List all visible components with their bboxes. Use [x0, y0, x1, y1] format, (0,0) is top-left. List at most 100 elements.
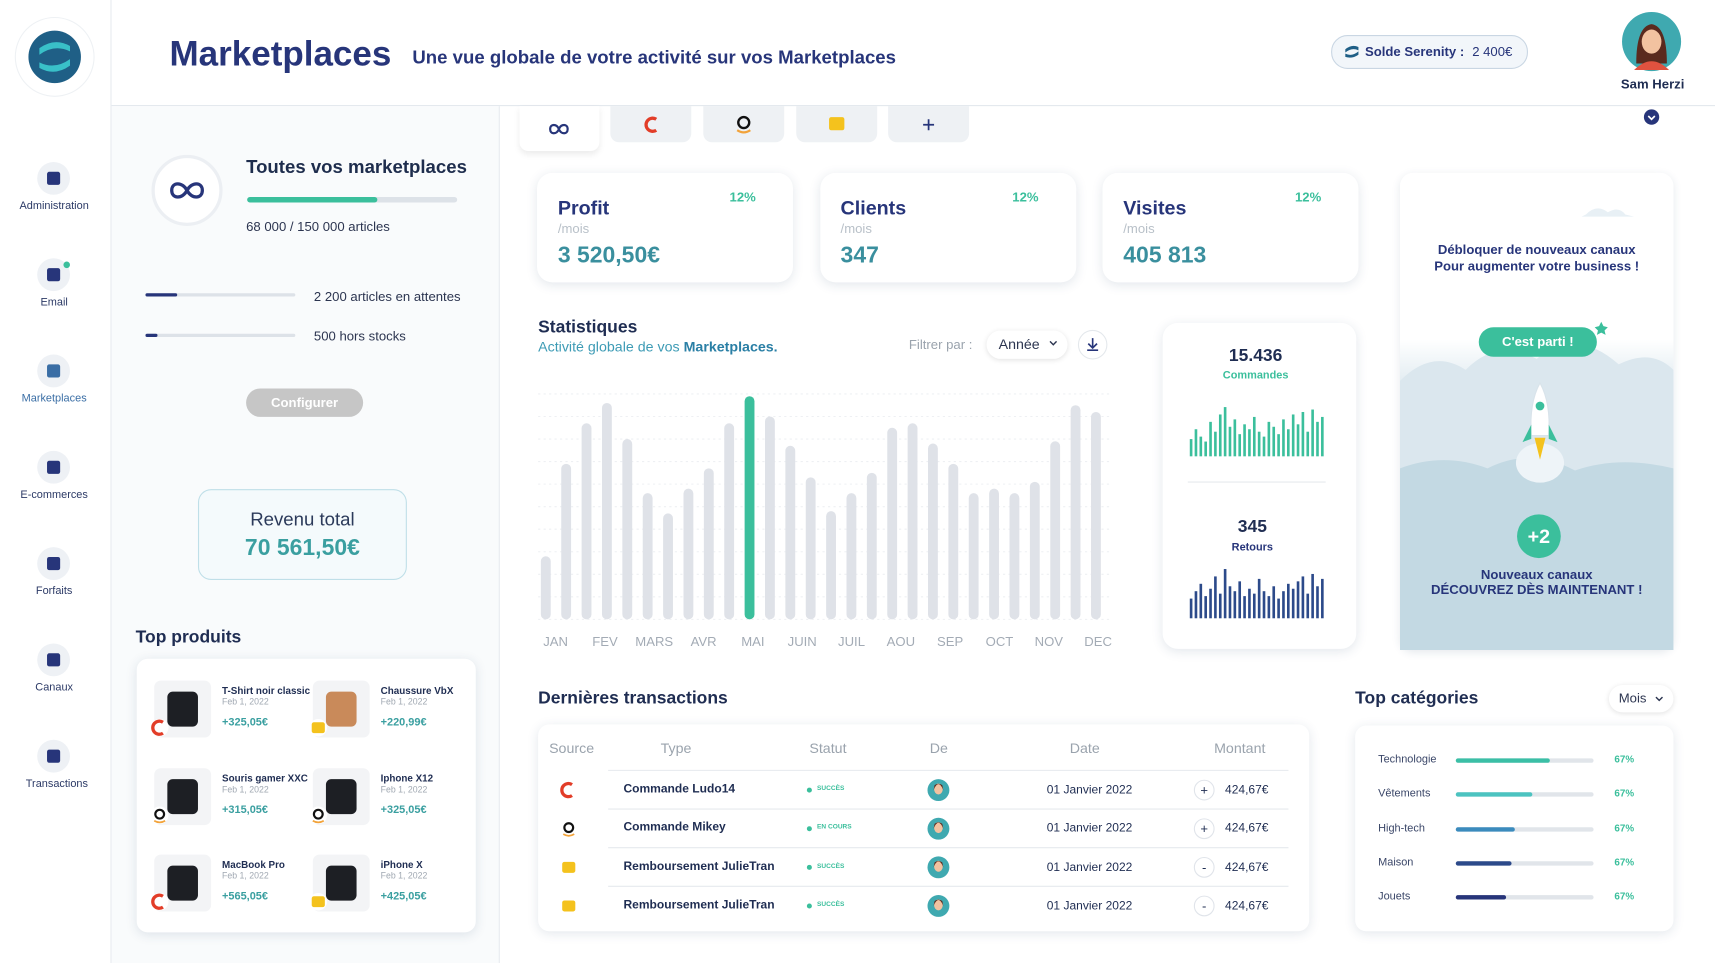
product-name: MacBook Pro: [222, 859, 285, 870]
bar: [948, 463, 959, 620]
user-menu-toggle[interactable]: [1643, 108, 1661, 126]
nav-item[interactable]: Forfaits: [35, 585, 73, 598]
transaction-date: 01 Janvier 2022: [1046, 783, 1133, 797]
nav-item[interactable]: Email: [40, 296, 68, 309]
category-name: Maison: [1378, 856, 1414, 869]
kpi-unit: /mois: [1123, 221, 1155, 237]
revenue-box: [197, 489, 407, 580]
bar: [764, 416, 775, 620]
x-tick-label: FEV: [592, 634, 618, 649]
progress-fill: [145, 293, 178, 297]
categories-filter-value: Mois: [1618, 690, 1647, 706]
tab-icons: [549, 115, 935, 135]
transaction-amount: 424,67€: [1225, 860, 1269, 874]
x-tick-label: DEC: [1084, 634, 1112, 649]
transaction-sign: +: [1200, 782, 1209, 798]
balance-pill[interactable]: [1331, 35, 1528, 69]
bar: [744, 396, 755, 620]
nav-item[interactable]: Marketplaces: [21, 392, 87, 405]
bar: [1070, 405, 1081, 620]
x-tick-label: JUIN: [788, 634, 817, 649]
x-tick-label: JUIL: [838, 634, 865, 649]
product-date: Feb 1, 2022: [380, 697, 428, 707]
returns-total: 345: [1237, 517, 1267, 537]
bar: [1091, 411, 1101, 620]
user-avatar[interactable]: [1621, 11, 1682, 72]
promo-line2: Pour augmenter votre business !: [1434, 258, 1640, 274]
product-date: Feb 1, 2022: [380, 784, 428, 795]
nav-item[interactable]: Canaux: [35, 681, 73, 694]
filter-value: Année: [998, 335, 1040, 353]
sidebar: [0, 0, 112, 963]
category-fill: [1455, 792, 1533, 797]
x-tick-label: NOV: [1035, 634, 1064, 649]
x-tick-label: AVR: [691, 634, 717, 649]
nav-item[interactable]: Transactions: [25, 778, 88, 791]
product-name: iPhone X: [380, 859, 423, 870]
column-header: Montant: [1214, 739, 1266, 757]
transaction-sign: +: [1200, 821, 1209, 837]
category-value: 67%: [1614, 890, 1635, 902]
kpi-change: 12%: [1295, 189, 1322, 205]
balance-label: Solde Serenity :: [1365, 43, 1465, 60]
chevron: [1655, 696, 1664, 702]
articles-count: 68 000 / 150 000 articles: [246, 218, 390, 235]
category-value: 67%: [1614, 788, 1635, 800]
category-name: Jouets: [1378, 890, 1411, 904]
category-fill: [1455, 826, 1515, 832]
kpi-unit: /mois: [840, 221, 872, 237]
balance-icon: [1345, 45, 1359, 58]
category-fill: [1455, 895, 1507, 900]
bar: [1029, 481, 1040, 620]
tab-cdiscount[interactable]: [610, 106, 692, 143]
progress-fill: [247, 196, 378, 203]
bar: [581, 423, 592, 620]
promo-button[interactable]: C'est parti !: [1478, 327, 1597, 357]
bar: [826, 511, 836, 620]
pending-progress: [145, 293, 296, 297]
chevron: [1049, 340, 1058, 346]
transaction-date: 01 Janvier 2022: [1046, 860, 1133, 874]
download-button[interactable]: [1077, 329, 1108, 360]
product-name: Iphone X12: [380, 772, 434, 784]
category-value: 67%: [1614, 822, 1635, 834]
category-name: Technologie: [1378, 753, 1437, 767]
bar: [724, 423, 735, 620]
stats-title: Statistiques: [538, 318, 638, 338]
bar: [907, 423, 918, 620]
transaction-status: EN COURS: [817, 824, 852, 831]
articles-progress: [247, 196, 458, 203]
bar: [1050, 441, 1061, 620]
progress-fill: [145, 333, 158, 338]
orders-label: Commandes: [1222, 369, 1289, 382]
nav-item[interactable]: E-commerces: [20, 489, 88, 502]
category-value: 67%: [1614, 856, 1635, 868]
kpi-unit: /mois: [557, 221, 590, 237]
bar: [866, 472, 877, 620]
transaction-type: Remboursement JulieTran: [623, 898, 775, 912]
user-name: Sam Herzi: [1620, 76, 1685, 92]
product-amount: +220,99€: [380, 716, 427, 729]
nav-item[interactable]: Administration: [19, 200, 89, 213]
categories-filter[interactable]: [1608, 685, 1674, 713]
page-title: Marketplaces: [169, 33, 392, 74]
transaction-status: SUCCÈS: [817, 901, 845, 909]
top-products-title: Top produits: [135, 628, 242, 647]
tab-amazon[interactable]: [703, 106, 785, 143]
all-marketplaces-icon: [151, 154, 223, 226]
kpi-value: 405 813: [1123, 242, 1207, 269]
bar: [683, 488, 694, 620]
bar: [846, 493, 857, 620]
product-amount: +315,05€: [222, 804, 268, 817]
product-name: Chaussure VbX: [380, 685, 454, 696]
configure-button[interactable]: Configurer: [246, 388, 364, 417]
transaction-sign: -: [1202, 898, 1207, 914]
page-subtitle: Une vue globale de votre activité sur vo…: [412, 47, 896, 68]
x-tick-label: AOU: [887, 634, 915, 649]
bar: [642, 493, 653, 620]
bar: [622, 439, 633, 620]
category-value: 67%: [1614, 753, 1635, 765]
transaction-status: SUCCÈS: [817, 785, 845, 793]
